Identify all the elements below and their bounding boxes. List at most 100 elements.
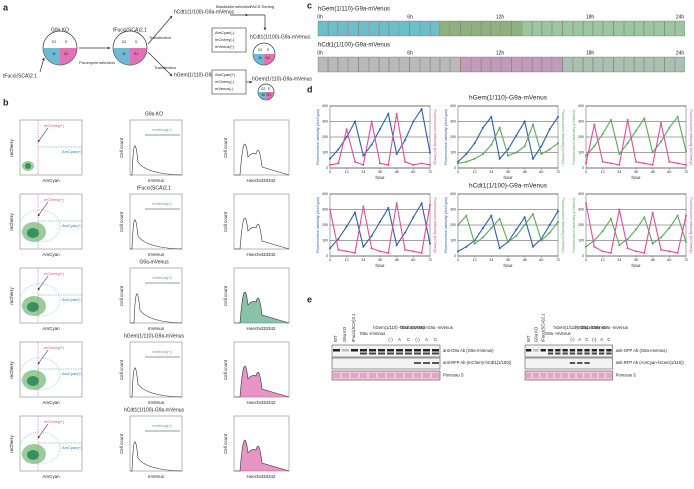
trace-point	[345, 136, 348, 138]
ponceau-lane	[591, 373, 597, 378]
band	[423, 349, 430, 352]
band	[378, 349, 385, 352]
density-core	[25, 163, 31, 169]
y-tick-label: 200	[450, 223, 456, 227]
trace-point	[354, 160, 356, 163]
label: Cell count	[223, 359, 228, 380]
dna-curve	[234, 217, 290, 250]
trace-point	[370, 247, 373, 250]
y-tick-label: 200	[322, 223, 328, 227]
y-tick-label: 100	[578, 238, 584, 242]
y-tick-label: 200	[578, 135, 584, 139]
trace-point	[490, 143, 493, 146]
group-label: G9a -mVenus	[545, 331, 571, 336]
trace-point	[473, 242, 476, 245]
trace-point	[685, 163, 687, 166]
trace-point	[387, 251, 390, 254]
trace-point	[370, 120, 373, 123]
label: 0h	[317, 50, 323, 56]
trace-point	[676, 214, 679, 217]
timelapse-frame	[572, 20, 583, 37]
band	[555, 349, 561, 352]
label: AmCyan	[42, 252, 60, 257]
trace-point	[395, 244, 398, 247]
trace-point	[585, 202, 587, 205]
phase-label: M	[123, 52, 126, 56]
trace-point	[523, 145, 526, 148]
ponceau-lane	[584, 373, 590, 378]
trace-point	[618, 208, 621, 211]
ponceau-lane	[333, 373, 340, 378]
plot-frame	[19, 119, 83, 176]
label: mCherry	[9, 139, 14, 157]
timelapse-frame	[430, 56, 440, 73]
y-axis-label: Fluorescence intensity (AmCyan)	[444, 196, 448, 253]
label: Hoechst33342	[246, 252, 276, 257]
timelapse-frame	[450, 20, 461, 37]
trace-point	[507, 154, 509, 157]
timelapse-frame	[368, 20, 379, 37]
label: Hoechst33342	[246, 326, 276, 331]
band	[405, 349, 412, 352]
x-tick-label: 0	[457, 170, 459, 174]
trace-point	[387, 206, 390, 209]
connector	[37, 127, 49, 143]
label: Cell count	[223, 211, 228, 232]
label: FACS Sorting	[250, 4, 274, 9]
trace-point	[465, 214, 468, 217]
y-tick-label: 100	[578, 150, 584, 154]
label: hCdt1(1/100)-G9a-mVenus	[250, 34, 311, 40]
label: mCherry(+)	[44, 345, 65, 350]
x-tick-label: 24	[361, 258, 365, 262]
label: G9a KO	[51, 27, 69, 33]
band	[569, 362, 576, 364]
label: AmCyan(+)	[62, 371, 83, 376]
band	[577, 352, 583, 355]
y-tick-label: 400	[578, 192, 584, 196]
trace-point	[345, 128, 348, 131]
band	[432, 352, 439, 355]
label: AmCyan(+)	[62, 445, 83, 450]
band	[606, 349, 612, 352]
dna-curve	[234, 365, 290, 398]
trace-point	[412, 250, 415, 253]
label: Cell count	[223, 137, 228, 158]
connector	[147, 15, 173, 45]
trace-point	[482, 227, 484, 230]
label: Hoechst33342	[246, 400, 276, 405]
trace-point	[457, 162, 459, 165]
band	[414, 362, 421, 364]
blot-frame	[331, 357, 441, 370]
row-title: G9a KO	[145, 111, 163, 117]
trace-point	[420, 251, 423, 254]
trace-point	[465, 245, 468, 248]
ponceau-lane	[369, 373, 376, 378]
trace-point	[379, 250, 381, 253]
label: hCdt1(1/100)-G9a-mVenus	[174, 9, 235, 15]
lane-label: tFucci(SCA)2.1	[351, 313, 356, 342]
trace-point	[490, 214, 493, 217]
y-tick-label: 0	[326, 254, 328, 258]
trace-point	[387, 112, 390, 115]
band	[432, 362, 439, 364]
density-halo	[19, 209, 61, 243]
panel-label: d	[307, 84, 313, 94]
label: 12h	[496, 50, 505, 56]
label: mCherry(+)	[44, 197, 65, 202]
trace-point	[660, 122, 662, 125]
trace-point	[532, 123, 534, 126]
gate-box	[211, 27, 247, 53]
band	[423, 362, 430, 364]
label: mVenus(+)	[215, 44, 235, 49]
trace-point	[362, 245, 365, 248]
connector	[147, 51, 173, 77]
band	[432, 349, 439, 352]
trace-point	[412, 216, 415, 219]
trace-point	[395, 202, 398, 205]
timelapse-frame	[542, 20, 553, 37]
timelapse-frame	[623, 20, 634, 37]
label: AmCyan(+)	[62, 149, 83, 154]
gate-box	[211, 69, 247, 95]
band	[562, 349, 568, 352]
x-tick-label: 12	[473, 170, 477, 174]
